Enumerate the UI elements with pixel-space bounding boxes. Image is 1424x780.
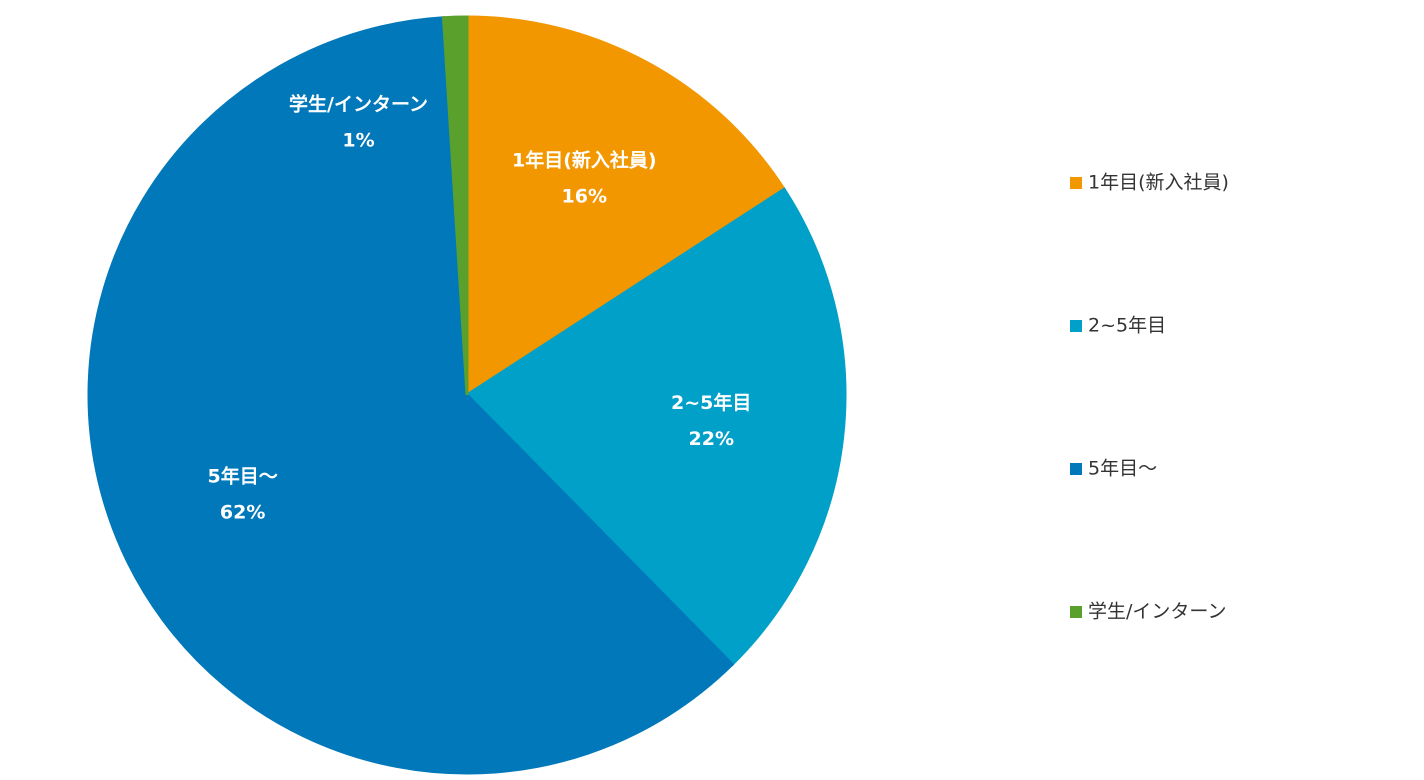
legend-swatch	[1070, 177, 1082, 189]
legend-swatch	[1070, 320, 1082, 332]
pie-slice	[87, 16, 735, 775]
slice-value-label: 62%	[220, 502, 265, 524]
slice-label: 2~5年目	[671, 391, 751, 414]
legend-swatch	[1070, 463, 1082, 475]
legend-text: 1年目(新入社員)	[1088, 172, 1229, 194]
slice-value-label: 22%	[689, 428, 734, 450]
legend-swatch	[1070, 606, 1082, 618]
pie-slice	[464, 187, 847, 667]
slice-label: 学生/インターン	[289, 92, 428, 115]
pie-slice	[441, 15, 469, 396]
pie-slice	[465, 15, 787, 398]
legend-text: 5年目〜	[1088, 458, 1157, 480]
slice-label: 1年目(新入社員)	[512, 149, 657, 172]
slice-value-label: 1%	[342, 129, 374, 151]
slice-value-label: 16%	[562, 186, 607, 208]
slice-label: 5年目〜	[208, 465, 278, 488]
legend-text: 2~5年目	[1088, 315, 1166, 337]
legend-text: 学生/インターン	[1088, 601, 1226, 623]
